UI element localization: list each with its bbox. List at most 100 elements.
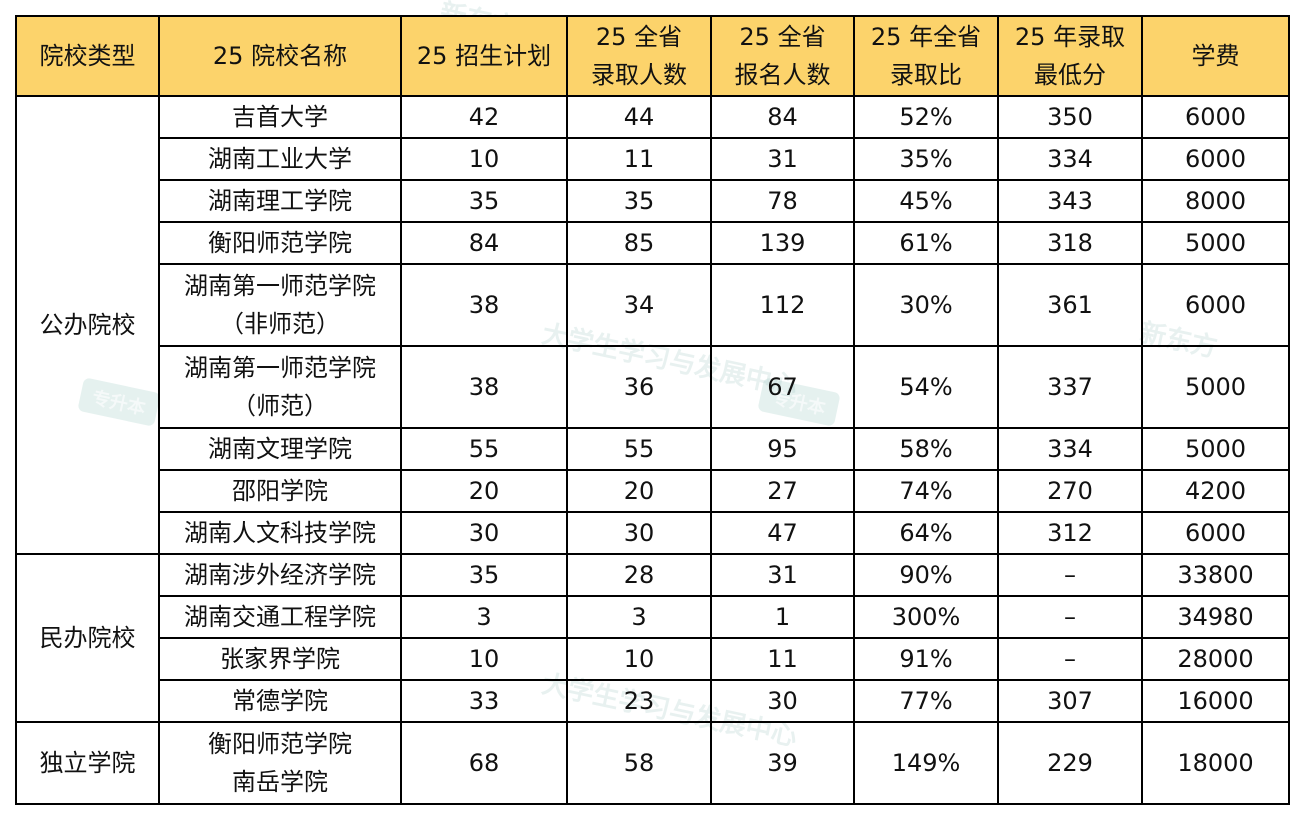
admitted-cell: 30 (566, 511, 712, 555)
school-name-cell: 湖南涉外经济学院 (158, 553, 402, 597)
fee-cell: 4200 (1141, 469, 1290, 513)
applied-cell: 1 (710, 595, 855, 639)
ratio-cell: 45% (853, 179, 999, 223)
table-row: 湖南交通工程学院 3 3 1 300% –34980 (16, 595, 1290, 639)
admitted-cell: 10 (566, 637, 712, 681)
table-row: 湖南文理学院 55 55 95 58% 334 5000 (16, 427, 1290, 471)
fee-cell: 6000 (1141, 137, 1290, 181)
applied-cell: 95 (710, 427, 855, 471)
plan-cell: 84 (400, 221, 568, 265)
admitted-cell: 44 (566, 95, 712, 139)
school-name-cell: 湖南工业大学 (158, 137, 402, 181)
fee-cell: 18000 (1141, 721, 1290, 805)
table-row: 湖南工业大学 10 11 31 35% 334 6000 (16, 137, 1290, 181)
applied-cell: 30 (710, 679, 855, 723)
applied-cell: 112 (710, 263, 855, 347)
ratio-cell: 35% (853, 137, 999, 181)
ratio-cell: 74% (853, 469, 999, 513)
fee-cell: 5000 (1141, 221, 1290, 265)
ratio-cell: 90% (853, 553, 999, 597)
table-row: 湖南人文科技学院 30 30 47 64% 312 6000 (16, 511, 1290, 555)
applied-cell: 31 (710, 553, 855, 597)
admitted-cell: 85 (566, 221, 712, 265)
school-name-cell: 湖南理工学院 (158, 179, 402, 223)
table-row: 公办院校 吉首大学 42 44 84 52% 350 6000 (15, 95, 1290, 555)
fee-cell: 5000 (1141, 427, 1290, 471)
plan-cell: 10 (400, 637, 568, 681)
applied-cell: 27 (710, 469, 855, 513)
table-row: 独立学院 衡阳师范学院 南岳学院 68 58 39 149% 229 18000 (15, 721, 1290, 805)
ratio-cell: 54% (853, 345, 999, 429)
school-name-cell: 常德学院 (158, 679, 402, 723)
column-header: 25 院校名称 (158, 15, 402, 97)
school-type-cell: 独立学院 (15, 721, 160, 805)
min-score-cell: – (997, 637, 1143, 681)
fee-cell: 6000 (1141, 263, 1290, 347)
plan-cell: 20 (400, 469, 568, 513)
table-row: 民办院校 湖南涉外经济学院 35 28 31 90% –33800 (15, 553, 1290, 723)
column-header: 25 年全省 录取比 (853, 15, 999, 97)
plan-cell: 30 (400, 511, 568, 555)
ratio-cell: 300% (853, 595, 999, 639)
min-score-cell: 334 (997, 427, 1143, 471)
plan-cell: 38 (400, 345, 568, 429)
min-score-cell: 318 (997, 221, 1143, 265)
table-row: 湖南理工学院 35 35 78 45% 343 8000 (16, 179, 1290, 223)
admitted-cell: 55 (566, 427, 712, 471)
min-score-cell: – (997, 553, 1143, 597)
school-name-cell: 湖南人文科技学院 (158, 511, 402, 555)
school-name-cell: 邵阳学院 (158, 469, 402, 513)
min-score-cell: 307 (997, 679, 1143, 723)
admitted-cell: 35 (566, 179, 712, 223)
ratio-cell: 91% (853, 637, 999, 681)
applied-cell: 84 (710, 95, 855, 139)
plan-cell: 38 (400, 263, 568, 347)
table-row: 湖南第一师范学院 （师范） 38 36 67 54% 337 5000 (16, 345, 1290, 429)
applied-cell: 11 (710, 637, 855, 681)
column-header: 25 年录取 最低分 (997, 15, 1143, 97)
fee-cell: 28000 (1141, 637, 1290, 681)
applied-cell: 31 (710, 137, 855, 181)
plan-cell: 10 (400, 137, 568, 181)
min-score-cell: 334 (997, 137, 1143, 181)
school-name-cell: 湖南第一师范学院 （非师范） (158, 263, 402, 347)
admitted-cell: 36 (566, 345, 712, 429)
fee-cell: 6000 (1141, 95, 1290, 139)
table-row: 湖南第一师范学院 （非师范） 38 34 112 30% 361 6000 (16, 263, 1290, 347)
admitted-cell: 20 (566, 469, 712, 513)
school-name-cell: 湖南交通工程学院 (158, 595, 402, 639)
min-score-cell: 350 (997, 95, 1143, 139)
table-row: 常德学院 33 23 30 77% 307 16000 (16, 679, 1290, 723)
table-row: 邵阳学院 20 20 27 74% 270 4200 (16, 469, 1290, 513)
school-name-cell: 湖南第一师范学院 （师范） (158, 345, 402, 429)
plan-cell: 33 (400, 679, 568, 723)
fee-cell: 6000 (1141, 511, 1290, 555)
ratio-cell: 30% (853, 263, 999, 347)
admitted-cell: 58 (566, 721, 712, 805)
fee-cell: 8000 (1141, 179, 1290, 223)
fee-cell: 33800 (1141, 553, 1290, 597)
fee-cell: 34980 (1141, 595, 1290, 639)
school-type-cell: 公办院校 (15, 95, 160, 555)
table-row: 张家界学院 10 10 11 91% –28000 (16, 637, 1290, 681)
ratio-cell: 64% (853, 511, 999, 555)
header-row: 院校类型 25 院校名称 25 招生计划 25 全省 录取人数 25 全省 报名人数 25 年… (15, 15, 1290, 97)
ratio-cell: 61% (853, 221, 999, 265)
applied-cell: 47 (710, 511, 855, 555)
min-score-cell: 337 (997, 345, 1143, 429)
min-score-cell: 229 (997, 721, 1143, 805)
ratio-cell: 52% (853, 95, 999, 139)
school-type-cell: 民办院校 (15, 553, 160, 723)
admitted-cell: 28 (566, 553, 712, 597)
school-name-cell: 湖南文理学院 (158, 427, 402, 471)
plan-cell: 68 (400, 721, 568, 805)
plan-cell: 35 (400, 553, 568, 597)
ratio-cell: 58% (853, 427, 999, 471)
applied-cell: 139 (710, 221, 855, 265)
column-header: 学费 (1141, 15, 1290, 97)
table-row: 衡阳师范学院 84 85 139 61% 318 5000 (16, 221, 1290, 265)
table-body: 公办院校 吉首大学 42 44 84 52% 350 6000 湖南工业大学 10 11 31 35% 3… (15, 95, 1290, 805)
min-score-cell: 361 (997, 263, 1143, 347)
column-header: 院校类型 (15, 15, 160, 97)
plan-cell: 3 (400, 595, 568, 639)
